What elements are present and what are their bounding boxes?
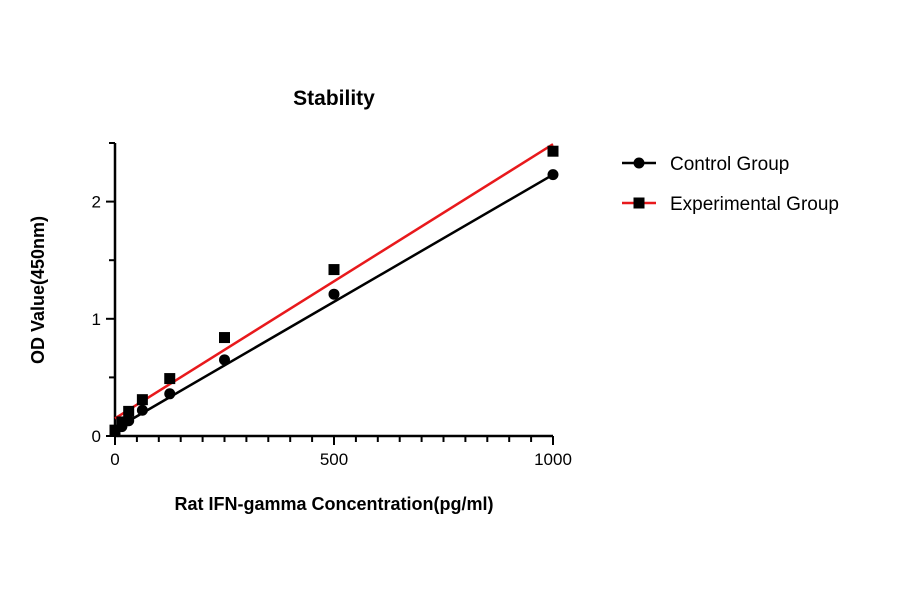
data-point-experimental [123,405,135,417]
x-tick-label: 500 [320,450,348,469]
data-point-control [547,169,559,181]
data-point-control [328,288,340,300]
x-tick-label: 1000 [534,450,572,469]
data-point-control [164,388,176,400]
fit-line-0 [114,173,554,431]
y-tick-label: 1 [92,310,101,329]
x-axis-label: Rat IFN-gamma Concentration(pg/ml) [174,494,493,514]
y-tick-label: 0 [92,427,101,446]
data-point-experimental [547,145,559,157]
fit-line-1 [114,143,554,420]
data-point-experimental [116,416,128,428]
legend-circle-marker [633,157,645,169]
y-tick-label: 2 [92,193,101,212]
data-point-control [136,404,148,416]
chart-title: Stability [293,87,375,110]
data-point-control [219,354,230,366]
data-point-experimental [164,373,176,385]
y-axis-label: OD Value(450nm) [28,216,48,364]
legend-label: Control Group [670,154,789,175]
legend-label: Experimental Group [670,194,839,215]
data-point-experimental [219,332,230,344]
legend-square-marker [633,197,645,209]
data-point-experimental [109,424,121,436]
data-point-experimental [328,264,340,276]
data-point-experimental [136,394,148,406]
x-tick-label: 0 [110,450,119,469]
